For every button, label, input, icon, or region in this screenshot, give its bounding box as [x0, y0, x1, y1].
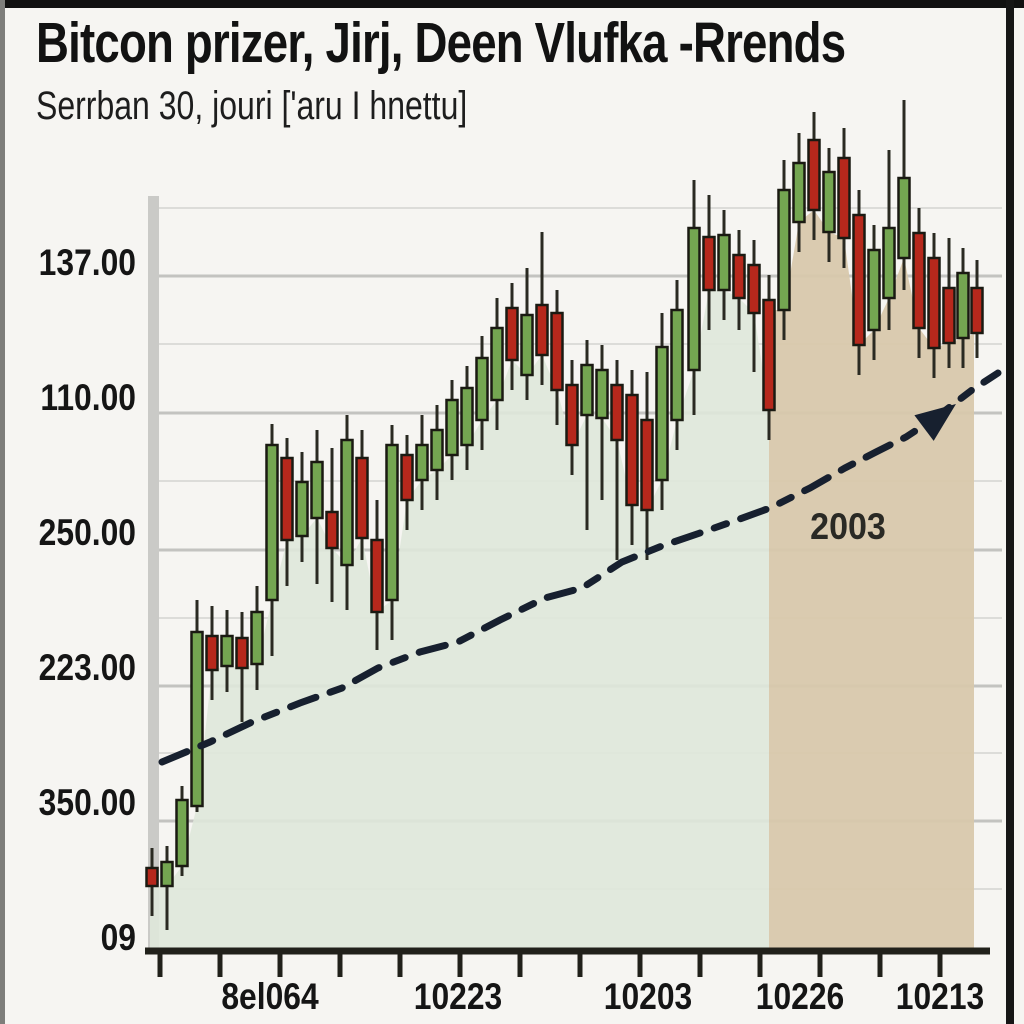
candle-down	[640, 418, 654, 512]
candle-up	[897, 176, 911, 260]
candle-up	[475, 356, 489, 422]
candle-up	[580, 363, 594, 417]
candle-down	[747, 263, 761, 315]
candle-up	[717, 233, 731, 292]
frame-left-border	[0, 0, 5, 1024]
candle-up	[430, 428, 444, 472]
candle-down	[370, 538, 384, 614]
candle-down	[145, 866, 159, 888]
x-tick-label: 10223	[413, 976, 503, 1017]
x-tick-label: 8el064	[221, 976, 319, 1017]
candle-down	[837, 156, 851, 240]
candle-up	[867, 248, 881, 332]
y-tick-label: 09	[100, 917, 136, 958]
candle-up	[792, 161, 806, 224]
candle-down	[235, 636, 249, 670]
frame-top-border	[0, 0, 1024, 8]
candle-up	[520, 313, 534, 377]
candle-down	[565, 383, 579, 447]
x-tick-label: 10213	[895, 976, 985, 1017]
y-tick-label: 137.00	[38, 242, 136, 283]
page-subtitle: Serrban 30, jouri ['aru I hnettu]	[36, 84, 468, 128]
candle-up	[490, 326, 504, 402]
candle-up	[655, 345, 669, 482]
candle-down	[205, 634, 219, 672]
candle-up	[265, 443, 279, 602]
y-axis-bar	[148, 196, 159, 952]
x-tick-label: 10226	[755, 976, 845, 1017]
candle-down	[625, 393, 639, 507]
candle-down	[325, 510, 339, 550]
candle-down	[970, 286, 984, 335]
candle-down	[942, 286, 956, 345]
candle-down	[732, 253, 746, 300]
candle-down	[505, 306, 519, 362]
x-tick-label: 10203	[603, 976, 693, 1017]
trend-line	[158, 369, 1002, 766]
candle-down	[927, 256, 941, 350]
candle-up	[822, 170, 836, 234]
candle-up	[415, 443, 429, 482]
candle-up	[595, 368, 609, 420]
y-tick-label: 250.00	[38, 512, 136, 553]
candle-up	[250, 610, 264, 666]
candle-up	[956, 271, 970, 340]
candle-up	[190, 630, 204, 808]
candle-down	[355, 456, 369, 540]
candle-down	[762, 298, 776, 412]
page-title: Bitcon prizer, Jirj, Deen Vlufka -Rrends	[36, 11, 846, 75]
frame-right-border	[1006, 0, 1014, 1024]
candle-down	[610, 383, 624, 442]
candle-up	[220, 634, 234, 668]
candle-up	[687, 226, 701, 372]
candle-down	[807, 138, 821, 212]
candle-down	[535, 303, 549, 357]
candle-up	[882, 226, 896, 300]
candle-up	[340, 438, 354, 567]
candle-down	[912, 231, 926, 330]
candle-up	[385, 443, 399, 602]
candle-up	[445, 398, 459, 457]
candle-up	[460, 386, 474, 447]
candle-up	[160, 860, 174, 888]
candle-up	[670, 308, 684, 422]
trend-arrowhead	[914, 403, 956, 441]
candle-up	[310, 460, 324, 520]
candle-down	[852, 213, 866, 347]
late-period-shade	[769, 210, 977, 949]
early-period-shade	[150, 290, 769, 949]
candle-down	[280, 456, 294, 542]
candle-down	[550, 311, 564, 392]
candle-down	[702, 235, 716, 292]
y-tick-label: 350.00	[38, 782, 136, 823]
candle-up	[295, 480, 309, 538]
candle-down	[400, 453, 414, 502]
candle-up	[777, 188, 791, 312]
candle-up	[175, 798, 189, 868]
y-tick-label: 223.00	[38, 647, 136, 688]
trend-year-annotation: 2003	[810, 506, 886, 547]
y-tick-label: 110.00	[40, 377, 136, 418]
